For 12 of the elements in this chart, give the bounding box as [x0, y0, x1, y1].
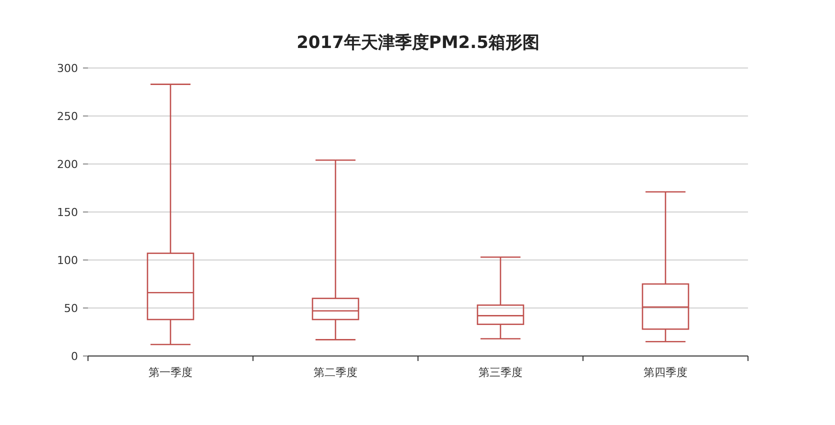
- y-tick-label: 100: [57, 254, 78, 267]
- y-tick-label: 300: [57, 62, 78, 75]
- y-tick-label: 250: [57, 110, 78, 123]
- x-tick-label: 第四季度: [644, 366, 688, 379]
- y-tick-label: 0: [71, 350, 78, 363]
- y-tick-label: 50: [64, 302, 78, 315]
- x-tick-label: 第一季度: [148, 366, 192, 379]
- y-tick-label: 200: [57, 158, 78, 171]
- x-tick-label: 第二季度: [314, 366, 358, 379]
- chart-title: 2017年天津季度PM2.5箱形图: [296, 33, 540, 53]
- x-tick-label: 第三季度: [478, 366, 522, 379]
- y-tick-label: 150: [57, 206, 78, 219]
